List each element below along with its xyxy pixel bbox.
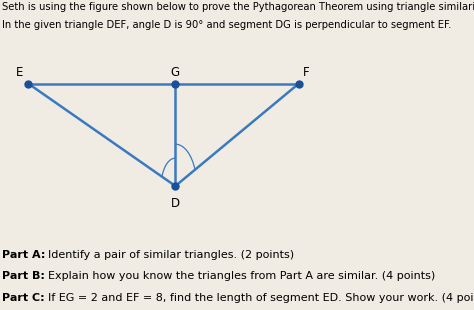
Text: D: D <box>171 197 180 210</box>
Text: In the given triangle DEF, angle D is 90° and segment DG is perpendicular to seg: In the given triangle DEF, angle D is 90… <box>2 20 452 30</box>
Text: Part C:: Part C: <box>2 293 49 303</box>
Text: Seth is using the figure shown below to prove the Pythagorean Theorem using tria: Seth is using the figure shown below to … <box>2 2 474 11</box>
Text: Part B:: Part B: <box>2 271 49 281</box>
Text: Identify a pair of similar triangles. (2 points): Identify a pair of similar triangles. (2… <box>48 250 294 259</box>
Text: E: E <box>16 66 24 79</box>
Text: Explain how you know the triangles from Part A are similar. (4 points): Explain how you know the triangles from … <box>48 271 435 281</box>
Text: Part A:: Part A: <box>2 250 50 259</box>
Text: If EG = 2 and EF = 8, find the length of segment ED. Show your work. (4 points): If EG = 2 and EF = 8, find the length of… <box>48 293 474 303</box>
Text: F: F <box>303 66 310 79</box>
Text: G: G <box>171 66 180 79</box>
